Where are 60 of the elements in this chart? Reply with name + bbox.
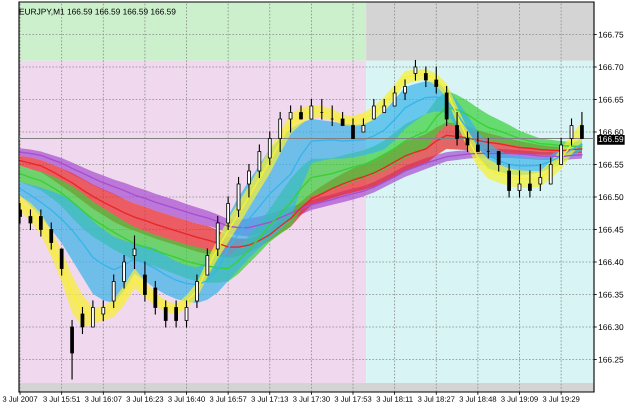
- y-tick-label: 166.30: [598, 324, 624, 330]
- y-tick-label: 166.25: [598, 356, 624, 363]
- candlestick: [340, 112, 344, 126]
- candlestick: [247, 164, 251, 198]
- candlestick: [351, 118, 355, 140]
- candlestick: [382, 98, 386, 114]
- candlestick: [414, 60, 418, 81]
- candlestick: [466, 131, 470, 152]
- y-tick-label: 166.70: [598, 64, 624, 70]
- y-tick-label: 166.40: [598, 259, 624, 266]
- candlestick: [403, 79, 407, 100]
- candlestick: [112, 274, 116, 308]
- candlestick: [310, 98, 314, 120]
- candlestick: [278, 112, 282, 152]
- candlestick: [174, 300, 178, 328]
- candlestick: [195, 274, 199, 308]
- candlestick: [518, 170, 522, 198]
- candlestick: [538, 164, 542, 192]
- candlestick: [205, 248, 210, 276]
- candlestick: [132, 235, 136, 270]
- ref-line-label: 166.59: [598, 136, 624, 142]
- candlestick: [372, 98, 376, 120]
- candlestick: [299, 105, 303, 120]
- candlestick: [528, 170, 532, 198]
- candlestick: [60, 248, 64, 276]
- candlestick: [80, 306, 84, 334]
- candlestick: [496, 150, 501, 172]
- candlestick: [143, 261, 147, 302]
- candlestick: [288, 105, 292, 133]
- candlestick: [507, 164, 511, 198]
- text: EURJPY,M1 166.59 166.59 166.59 166.59: [20, 8, 176, 16]
- candlestick: [476, 131, 480, 152]
- candlestick: [49, 222, 54, 250]
- y-tick-label: 166.45: [598, 226, 624, 233]
- candlestick: [434, 66, 438, 94]
- candlestick: [101, 300, 106, 322]
- candlestick: [548, 157, 553, 185]
- y-tick-label: 166.50: [598, 194, 624, 200]
- candlestick: [362, 118, 366, 133]
- y-tick-label: 166.35: [598, 292, 624, 298]
- candlestick: [392, 86, 397, 107]
- candlestick: [268, 131, 272, 166]
- candlestick: [257, 144, 262, 178]
- candlestick: [570, 118, 574, 146]
- candlestick: [559, 138, 563, 166]
- candlestick: [122, 254, 126, 289]
- y-tick-label: 166.75: [598, 32, 624, 38]
- candlestick: [164, 300, 168, 328]
- candlestick: [38, 209, 43, 237]
- candlestick: [153, 280, 158, 315]
- y-tick-label: 166.55: [598, 162, 624, 168]
- candlestick: [28, 209, 32, 230]
- candlestick: [226, 196, 230, 230]
- candlestick: [184, 300, 188, 328]
- y-tick-label: 166.65: [598, 96, 624, 103]
- candlestick: [580, 112, 584, 140]
- candlestick: [91, 300, 95, 328]
- y-tick-label: 166.60: [598, 129, 624, 136]
- candlestick: [424, 66, 428, 88]
- candlestick: [455, 112, 459, 146]
